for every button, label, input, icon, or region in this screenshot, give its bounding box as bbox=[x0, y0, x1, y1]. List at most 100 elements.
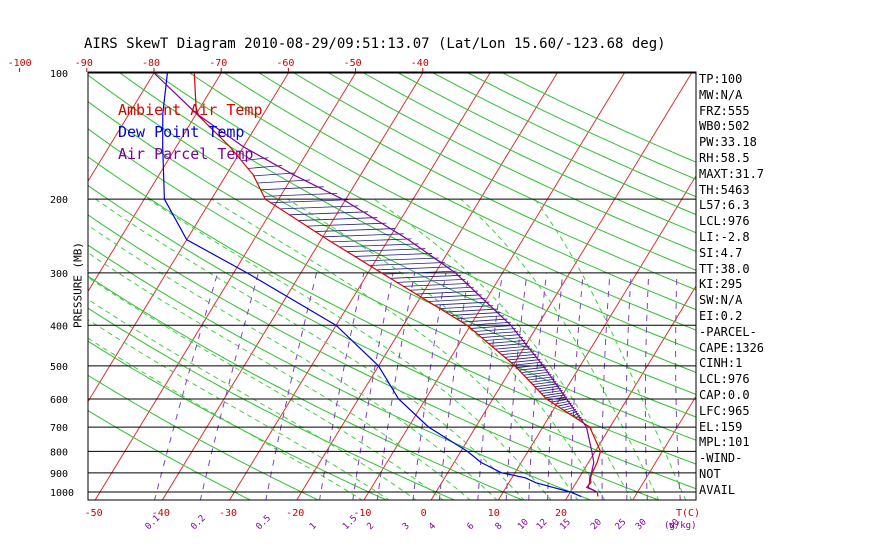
cape-hatch-line bbox=[523, 371, 550, 376]
plot-frame bbox=[87, 71, 697, 501]
stat-item: TP:100 bbox=[699, 72, 743, 86]
cape-hatch-line bbox=[541, 390, 563, 394]
mixing-ratio-line bbox=[625, 272, 632, 500]
mixing-ratio-tick-label: 6 bbox=[465, 521, 476, 532]
pressure-tick-label: 400 bbox=[50, 321, 68, 332]
cape-hatch-line bbox=[253, 172, 296, 177]
pressure-grid: 100 200 300 400 500 600 700 800 900 1000 bbox=[50, 69, 696, 499]
dry-adiabat-line bbox=[259, 72, 696, 291]
mixing-ratio-line bbox=[412, 272, 447, 500]
cape-hatch-line bbox=[467, 321, 511, 326]
cape-hatch-line bbox=[403, 282, 470, 287]
cape-hatch-line bbox=[354, 253, 433, 257]
cape-hatch-line bbox=[534, 383, 559, 388]
cape-hatch-line bbox=[422, 294, 482, 299]
stat-item: MW:N/A bbox=[699, 87, 743, 102]
cape-hatch-line bbox=[247, 165, 283, 169]
mixing-ratio-tick-label: 1 bbox=[308, 521, 319, 532]
dry-adiabat-line bbox=[88, 101, 696, 418]
stat-item: SW:N/A bbox=[699, 293, 743, 308]
mixing-ratio-tick-label: 25 bbox=[614, 517, 629, 532]
dry-adiabat-line bbox=[88, 374, 320, 500]
pressure-tick-label: 600 bbox=[50, 395, 68, 406]
stat-item: LI:-2.8 bbox=[699, 229, 750, 244]
dry-adiabat-line bbox=[88, 128, 696, 441]
cape-hatch-line bbox=[554, 400, 571, 405]
x-axis-label: T(C) bbox=[676, 508, 700, 519]
cape-hatch-line bbox=[369, 262, 445, 266]
stat-item: L57:6.3 bbox=[699, 198, 750, 213]
cape-hatch-line bbox=[481, 334, 521, 338]
mixing-ratio-tick-label: 15 bbox=[558, 517, 573, 532]
top-temp-tick-label: -100 bbox=[8, 58, 32, 69]
cape-hatch-line bbox=[514, 361, 543, 366]
stat-item: -WIND- bbox=[699, 451, 743, 466]
mixing-ratio-line bbox=[319, 272, 365, 500]
mixing-ratio-tick-label: 0.5 bbox=[254, 514, 273, 533]
moist-adiabat-line bbox=[88, 318, 390, 500]
isotherm-line bbox=[161, 72, 424, 500]
cape-hatch-line bbox=[383, 270, 457, 275]
mixing-ratio-tick-label: 10 bbox=[516, 517, 531, 532]
dry-adiabat-line bbox=[154, 72, 696, 352]
axes: -120-110-100-90-80-70-60-50-40-50-40-30-… bbox=[8, 58, 701, 533]
mixing-ratio-tick-label: 12 bbox=[535, 517, 550, 532]
mixing-ratio-unit: (g/kg) bbox=[664, 521, 697, 531]
stat-item: FRZ:555 bbox=[699, 103, 750, 118]
y-axis-label: PRESSURE (MB) bbox=[71, 241, 85, 329]
cape-hatch-line bbox=[551, 398, 569, 403]
stat-item: LFC:965 bbox=[699, 403, 750, 418]
cape-hatch-line bbox=[516, 364, 545, 369]
cape-hatch-line bbox=[257, 179, 310, 184]
cape-hatch-line bbox=[491, 342, 528, 347]
legend-ambient-air-temp: Ambient Air Temp bbox=[118, 101, 263, 119]
cape-hatch-line bbox=[572, 412, 579, 417]
dry-adiabat-line bbox=[467, 72, 696, 180]
stat-item: TT:38.0 bbox=[699, 261, 750, 276]
bottom-temp-tick-label: -40 bbox=[152, 508, 170, 519]
isotherm-line bbox=[88, 72, 222, 293]
cape-hatch-line bbox=[521, 369, 549, 374]
stat-item: CINH:1 bbox=[699, 356, 743, 371]
isotherm-line bbox=[0, 73, 20, 501]
mixing-ratio-tick-label: 30 bbox=[634, 517, 649, 532]
moist-adiabat-line bbox=[373, 198, 633, 500]
moist-adiabat-line bbox=[148, 198, 552, 500]
stat-item: EL:159 bbox=[699, 419, 743, 434]
dry-adiabat-line bbox=[88, 156, 696, 465]
mixing-ratio-tick-label: 2 bbox=[365, 521, 376, 532]
dry-adiabat-line bbox=[293, 72, 696, 271]
stat-item: WB0:502 bbox=[699, 119, 750, 134]
cape-hatch-line bbox=[315, 228, 396, 232]
dry-adiabat-line bbox=[119, 72, 696, 373]
mixing-ratio-tick-label: 3 bbox=[401, 521, 412, 532]
moist-adiabat-line bbox=[95, 198, 525, 500]
cape-hatch-line bbox=[525, 374, 552, 378]
top-temp-tick-label: -80 bbox=[142, 58, 160, 69]
cape-hatch-line bbox=[495, 345, 530, 350]
cape-hatch-area bbox=[241, 157, 584, 422]
moist-adiabat-line bbox=[287, 198, 606, 500]
cape-hatch-line bbox=[530, 378, 555, 383]
cape-hatch-line bbox=[289, 211, 368, 216]
mixing-ratio-line bbox=[644, 272, 650, 500]
dry-adiabat-line bbox=[224, 72, 696, 311]
bottom-temp-tick-label: -10 bbox=[353, 508, 371, 519]
stat-item: NOT bbox=[699, 466, 721, 481]
stat-item: EI:0.2 bbox=[699, 308, 743, 323]
cape-hatch-line bbox=[536, 385, 560, 390]
bottom-temp-tick-label: -50 bbox=[85, 508, 103, 519]
bottom-temp-tick-label: -30 bbox=[219, 508, 237, 519]
isotherm-line bbox=[430, 72, 693, 500]
dry-adiabat-line bbox=[88, 184, 696, 490]
bottom-temp-tick-label: 0 bbox=[421, 508, 427, 519]
cape-hatch-line bbox=[528, 376, 554, 381]
dry-adiabat-line bbox=[328, 72, 696, 252]
cape-hatch-line bbox=[445, 308, 497, 313]
cape-hatch-line bbox=[280, 205, 359, 210]
cape-hatch-line bbox=[323, 233, 404, 238]
cape-hatch-line bbox=[501, 351, 535, 356]
cape-hatch-line bbox=[474, 328, 516, 332]
cape-hatch-line bbox=[434, 301, 490, 306]
cape-hatch-line bbox=[390, 274, 462, 279]
